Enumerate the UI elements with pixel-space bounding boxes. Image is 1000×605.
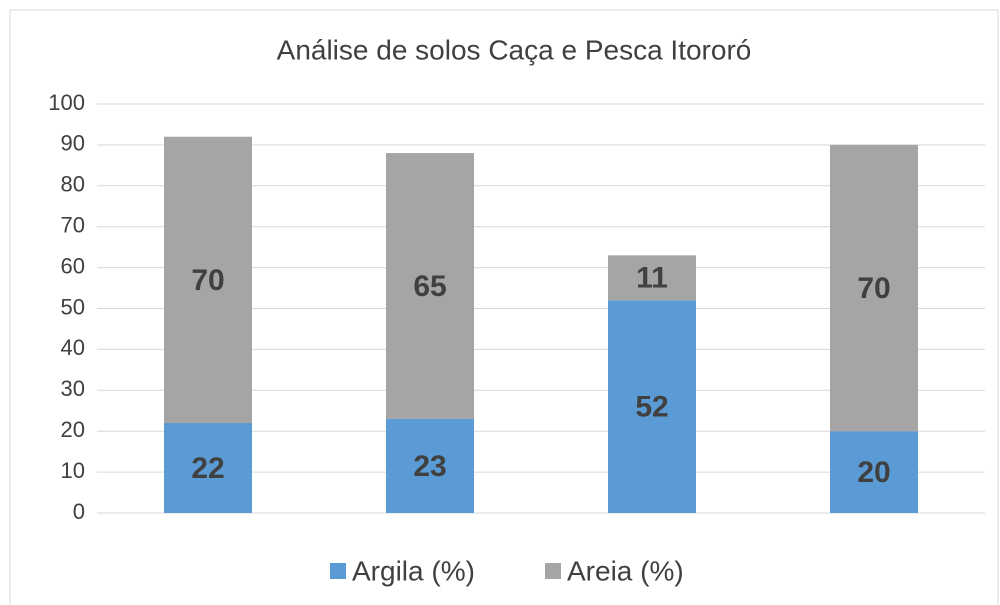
- legend-swatch: [330, 563, 346, 579]
- bar-segment: [830, 431, 918, 513]
- y-tick-label: 90: [61, 131, 85, 156]
- chart-title: Análise de solos Caça e Pesca Itororó: [277, 34, 752, 65]
- bar-segment: [164, 136, 252, 424]
- data-label: 70: [191, 264, 224, 297]
- y-tick-label: 60: [61, 253, 85, 278]
- y-tick-label: 100: [48, 90, 85, 115]
- data-label: 52: [635, 391, 668, 424]
- y-tick-label: 20: [61, 417, 85, 442]
- data-label: 20: [857, 456, 890, 489]
- data-label: 23: [413, 450, 446, 483]
- y-tick-label: 50: [61, 294, 85, 319]
- legend-swatch: [545, 563, 561, 579]
- y-tick-label: 40: [61, 335, 85, 360]
- bar-segment: [164, 423, 252, 513]
- data-label: 70: [857, 272, 890, 305]
- y-tick-label: 0: [73, 499, 85, 524]
- bar-segment: [608, 300, 696, 513]
- legend-label: Areia (%): [567, 555, 684, 586]
- data-label: 11: [636, 262, 668, 295]
- legend-label: Argila (%): [352, 555, 475, 586]
- bar-segment: [386, 418, 474, 513]
- y-tick-label: 80: [61, 172, 85, 197]
- data-label: 65: [413, 270, 446, 303]
- y-tick-label: 30: [61, 376, 85, 401]
- bar-segment: [830, 144, 918, 432]
- y-tick-label: 10: [61, 458, 85, 483]
- bar-segment: [608, 255, 696, 301]
- data-label: 22: [191, 452, 224, 485]
- bar-segment: [386, 153, 474, 419]
- y-tick-label: 70: [61, 213, 85, 238]
